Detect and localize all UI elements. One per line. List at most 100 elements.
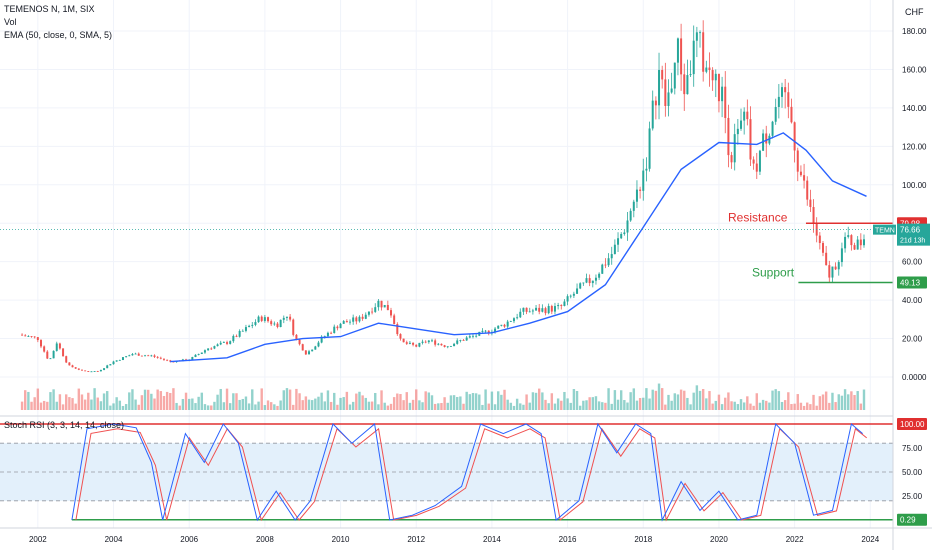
volume-bar (228, 403, 232, 410)
candle-body (588, 278, 591, 284)
volume-bar (437, 403, 440, 410)
volume-bar (65, 394, 68, 410)
candle-body (232, 335, 235, 342)
candle-body (443, 345, 446, 347)
volume-bar (279, 400, 282, 410)
candle-body (670, 88, 673, 93)
candle-body (765, 133, 768, 144)
candle-body (121, 357, 124, 360)
volume-bar (629, 392, 632, 410)
candle-body (71, 365, 74, 368)
candle-body (134, 353, 137, 355)
volume-bar (251, 389, 254, 410)
time-tick-label: 2008 (256, 535, 274, 544)
volume-bar (159, 391, 163, 410)
volume-bar (802, 405, 806, 410)
last-price-tag: 76.66 (900, 226, 921, 235)
volume-bar (222, 402, 226, 410)
candle-body (434, 340, 437, 345)
volume-bar (515, 398, 519, 410)
volume-bar (632, 388, 636, 410)
volume-bar (355, 393, 358, 410)
volume-bar (742, 402, 746, 410)
volume-bar (449, 395, 453, 410)
candle-body (487, 330, 490, 334)
candle-body (755, 163, 758, 172)
candle-body (560, 305, 563, 306)
candle-body (497, 325, 500, 329)
candle-body (330, 332, 333, 334)
volume-bar (20, 401, 24, 410)
volume-bar (758, 402, 762, 410)
volume-bar (61, 404, 65, 410)
volume-bar (383, 402, 386, 410)
time-tick-label: 2022 (786, 535, 804, 544)
volume-bar (783, 400, 787, 410)
candle-body (692, 40, 695, 75)
price-tick-label: 180.00 (902, 27, 927, 36)
candle-body (210, 348, 213, 350)
volume-bar (405, 392, 408, 410)
volume-bar (317, 396, 320, 410)
volume-bar (348, 404, 352, 410)
candle-body (740, 120, 743, 129)
volume-bar (780, 401, 784, 410)
candle-body (58, 343, 61, 349)
candle-body (21, 334, 24, 336)
candle-body (522, 307, 525, 312)
volume-bar (642, 397, 645, 410)
volume-bar (415, 389, 418, 410)
volume-bar (553, 403, 557, 410)
stoch-d-line (75, 427, 868, 522)
candle-body (68, 362, 71, 366)
volume-bar (203, 404, 207, 410)
volume-bar (717, 394, 721, 410)
candle-body (276, 323, 279, 328)
candle-body (566, 296, 569, 302)
candle-body (774, 106, 777, 122)
volume-bar (834, 402, 837, 410)
candle-body (380, 300, 383, 308)
volume-bar (755, 393, 758, 410)
volume-bar (333, 392, 336, 410)
candle-body (349, 321, 352, 323)
volume-bar (430, 395, 434, 410)
volume-bar (601, 402, 604, 410)
volume-bar (531, 392, 535, 410)
candle-body (424, 341, 427, 343)
candle-body (771, 121, 774, 136)
volume-bar (263, 405, 267, 410)
volume-bar (607, 388, 610, 410)
candle-body (673, 62, 676, 89)
volume-bar (522, 404, 525, 410)
volume-bar (128, 392, 131, 410)
price-tick-label: 60.00 (902, 258, 923, 267)
candle-body (282, 317, 285, 320)
candle-body (626, 220, 629, 233)
candle-body (415, 344, 418, 347)
volume-bar (828, 402, 831, 410)
candle-body (784, 87, 787, 93)
volume-bar (478, 394, 481, 410)
candle-body (730, 155, 733, 163)
volume-bar (859, 403, 863, 410)
candle-body (150, 355, 153, 357)
volume-bar (547, 403, 550, 410)
candle-body (850, 235, 853, 246)
candle-body (781, 87, 784, 97)
volume-bar (714, 400, 717, 410)
candle-body (446, 346, 449, 348)
volume-bar (616, 399, 620, 410)
candle-body (585, 278, 588, 283)
candle-body (793, 122, 796, 151)
stoch-tick-label: 75.00 (902, 444, 923, 453)
volume-bar (77, 388, 81, 410)
candle-body (733, 134, 736, 163)
volume-bar (497, 391, 500, 410)
volume-bar (175, 402, 178, 410)
candle-body (103, 368, 106, 370)
volume-bar (484, 389, 487, 410)
candle-body (298, 339, 301, 345)
volume-bar (99, 401, 103, 410)
volume-bar (623, 400, 626, 410)
